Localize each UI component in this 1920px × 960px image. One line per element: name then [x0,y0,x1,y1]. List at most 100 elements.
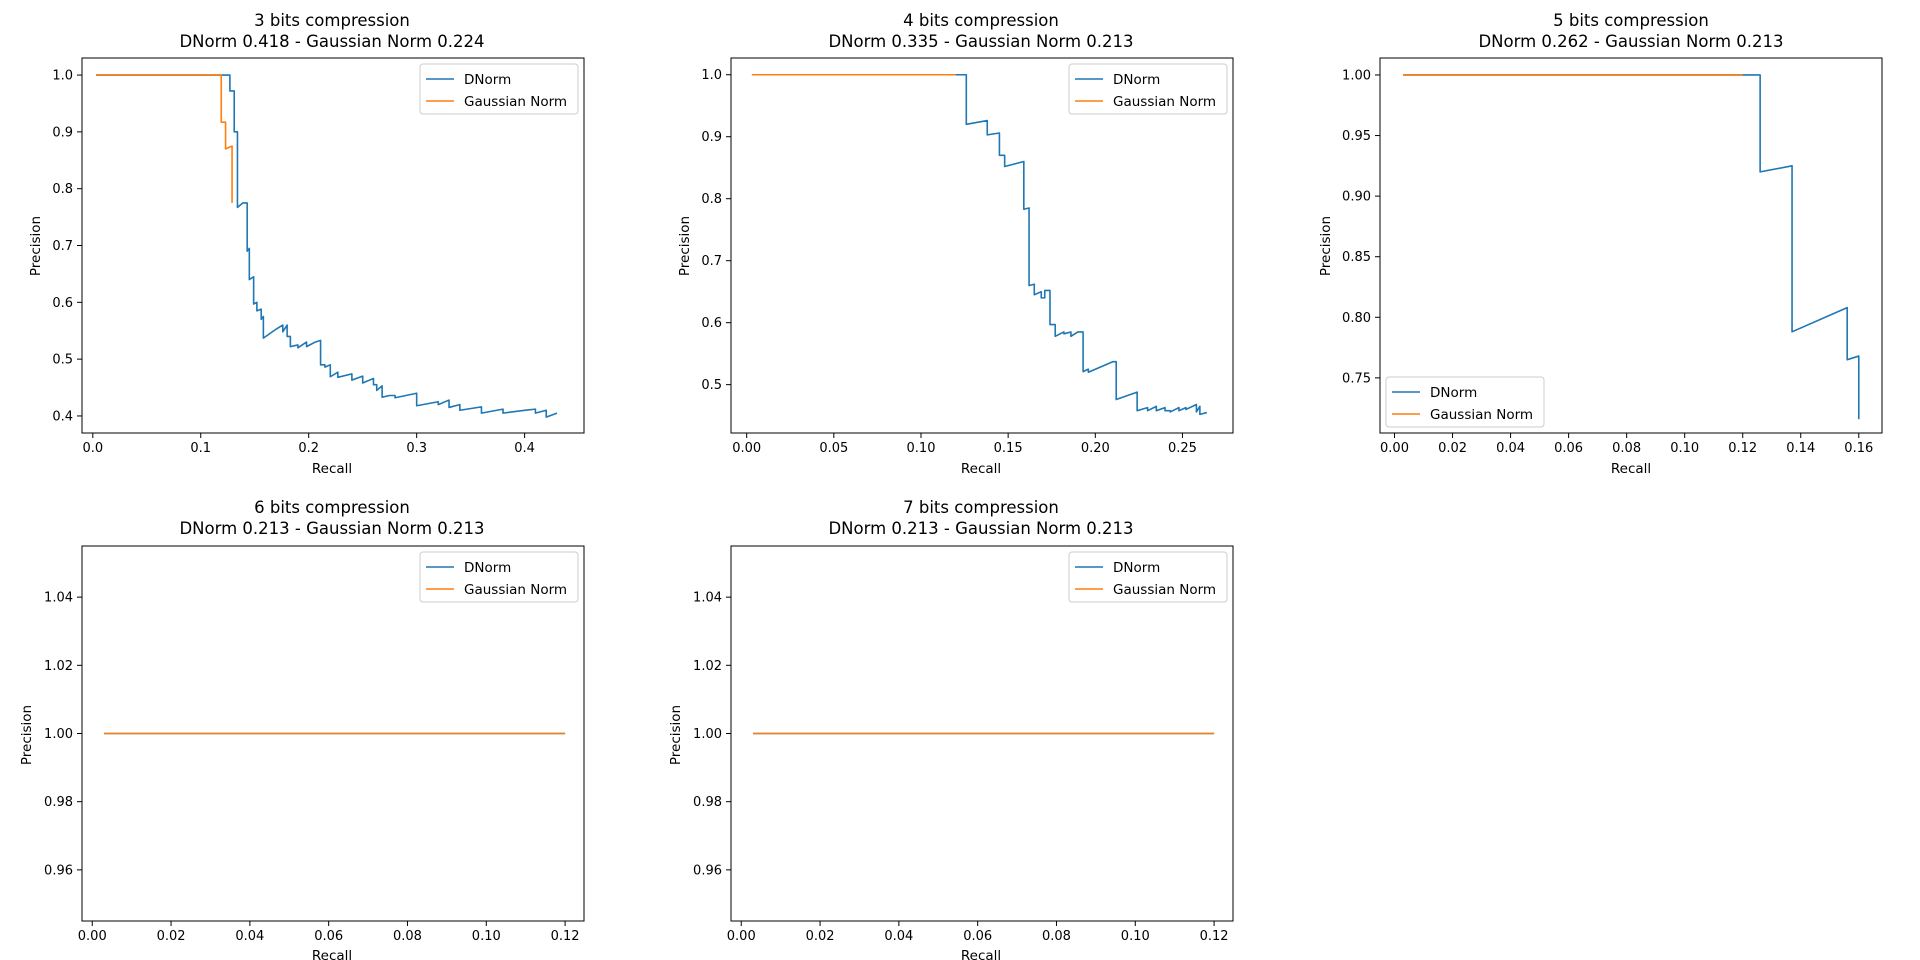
legend-box [1385,376,1545,428]
subplot-7-bits: 7 bits compression DNorm 0.213 - Gaussia… [668,498,1234,960]
y-tick-label: 0.85 [1342,250,1371,265]
y-tick-label: 0.6 [701,316,722,331]
y-axis-label: Precision [1318,216,1334,276]
y-tick-label: 0.8 [701,192,722,207]
x-tick-label: 0.16 [1844,441,1873,456]
subplot-4-bits: 4 bits compression DNorm 0.335 - Gaussia… [677,11,1234,477]
legend-label: DNorm [1113,72,1160,88]
subplot-6-bits: 6 bits compression DNorm 0.213 - Gaussia… [19,498,585,960]
subplot-subtitle: DNorm 0.213 - Gaussian Norm 0.213 [828,519,1133,538]
axes-frame [730,545,1234,922]
x-tick-label: 0.14 [1786,441,1815,456]
x-tick-label: 0.06 [1554,441,1583,456]
axes-frame [730,57,1234,434]
x-tick-label: 0.3 [406,441,427,456]
x-axis-label: Recall [961,948,1001,960]
y-tick-label: 0.9 [52,125,73,140]
subplot-subtitle: DNorm 0.335 - Gaussian Norm 0.213 [828,32,1133,51]
subplot-title: 3 bits compression [254,11,410,30]
y-tick-label: 0.5 [52,353,73,368]
subplot-title: 5 bits compression [1553,11,1709,30]
x-tick-label: 0.0 [82,441,103,456]
legend-box [419,551,579,603]
x-tick-label: 0.12 [551,929,580,944]
axes-frame [1379,57,1883,434]
series-line-gaussian-norm [96,74,233,203]
subplot-subtitle: DNorm 0.262 - Gaussian Norm 0.213 [1478,32,1783,51]
x-tick-label: 0.00 [732,441,761,456]
x-tick-label: 0.00 [78,929,107,944]
y-tick-label: 0.7 [52,239,73,254]
legend-box [1068,63,1228,115]
y-axis-label: Precision [668,705,684,765]
y-tick-label: 0.98 [44,795,73,810]
y-tick-label: 0.96 [44,863,73,878]
x-tick-label: 0.10 [472,929,501,944]
x-tick-label: 0.12 [1728,441,1757,456]
y-tick-label: 1.02 [693,659,722,674]
x-tick-label: 0.08 [393,929,422,944]
y-tick-label: 0.6 [52,296,73,311]
legend-label: Gaussian Norm [1113,582,1216,598]
y-tick-label: 0.95 [1342,129,1371,144]
y-tick-label: 1.02 [44,659,73,674]
subplot-title: 6 bits compression [254,498,410,517]
legend-box [1068,551,1228,603]
x-tick-label: 0.25 [1168,441,1197,456]
y-tick-label: 0.4 [52,409,73,424]
x-axis-label: Recall [1611,461,1651,477]
series-line-dnorm [96,74,558,418]
subplot-3-bits: 3 bits compression DNorm 0.418 - Gaussia… [28,11,585,477]
legend: DNorm Gaussian Norm [419,63,579,115]
legend-label: DNorm [1113,560,1160,576]
y-tick-label: 1.04 [44,591,73,606]
x-tick-label: 0.06 [963,929,992,944]
x-tick-label: 0.08 [1042,929,1071,944]
y-axis-label: Precision [19,705,35,765]
y-tick-label: 1.00 [693,727,722,742]
y-tick-label: 0.75 [1342,371,1371,386]
y-tick-label: 1.04 [693,591,722,606]
x-tick-label: 0.04 [235,929,264,944]
x-tick-label: 0.15 [994,441,1023,456]
x-tick-label: 0.05 [819,441,848,456]
y-tick-label: 1.00 [1342,68,1371,83]
y-tick-label: 0.90 [1342,190,1371,205]
y-tick-label: 0.7 [701,254,722,269]
x-tick-label: 0.08 [1612,441,1641,456]
subplot-title: 7 bits compression [903,498,1059,517]
x-axis-label: Recall [312,461,352,477]
x-tick-label: 0.1 [190,441,211,456]
y-tick-label: 1.00 [44,727,73,742]
y-tick-label: 0.5 [701,378,722,393]
x-tick-label: 0.10 [1670,441,1699,456]
y-tick-label: 0.96 [693,863,722,878]
x-tick-label: 0.10 [1121,929,1150,944]
x-tick-label: 0.06 [314,929,343,944]
x-tick-label: 0.04 [884,929,913,944]
x-tick-label: 0.12 [1200,929,1229,944]
y-axis-label: Precision [28,216,44,276]
axes-frame [81,57,585,434]
y-axis-label: Precision [677,216,693,276]
subplot-subtitle: DNorm 0.213 - Gaussian Norm 0.213 [179,519,484,538]
legend-box [419,63,579,115]
x-tick-label: 0.04 [1496,441,1525,456]
series-line-dnorm [751,73,1208,416]
subplot-subtitle: DNorm 0.418 - Gaussian Norm 0.224 [179,32,484,51]
y-tick-label: 1.0 [701,68,722,83]
legend: DNorm Gaussian Norm [1068,551,1228,603]
x-tick-label: 0.02 [806,929,835,944]
legend: DNorm Gaussian Norm [1385,376,1545,428]
legend-label: DNorm [464,560,511,576]
x-axis-label: Recall [312,948,352,960]
legend-label: DNorm [1430,385,1477,401]
y-tick-label: 0.98 [693,795,722,810]
legend: DNorm Gaussian Norm [1068,63,1228,115]
x-tick-label: 0.4 [514,441,535,456]
x-tick-label: 0.00 [1380,441,1409,456]
legend-label: Gaussian Norm [464,582,567,598]
subplot-5-bits: 5 bits compression DNorm 0.262 - Gaussia… [1318,11,1883,477]
legend: DNorm Gaussian Norm [419,551,579,603]
